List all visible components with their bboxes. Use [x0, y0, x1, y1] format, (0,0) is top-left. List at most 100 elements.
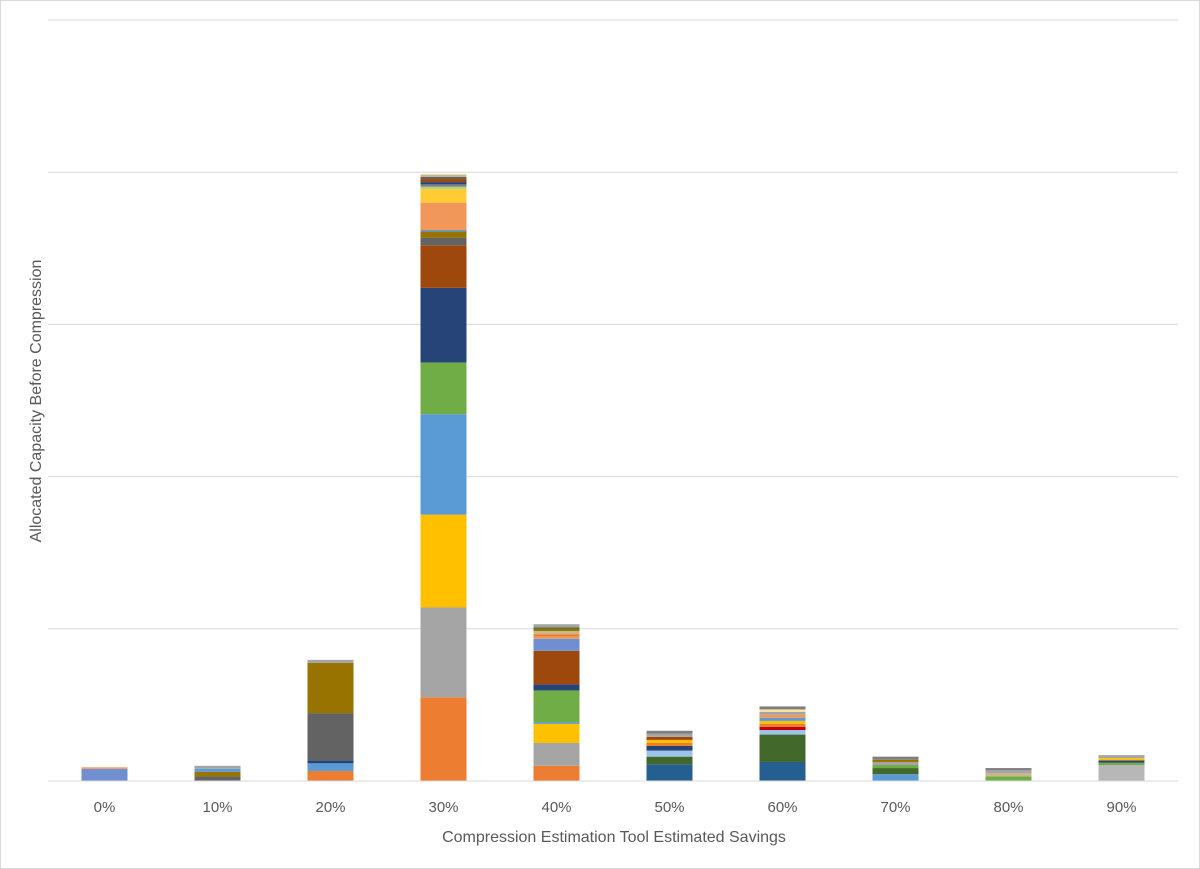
x-tick-label: 80% — [993, 799, 1023, 816]
bar-segment — [985, 768, 1032, 771]
bar-segment — [420, 514, 467, 608]
bar-stack-20pct — [307, 659, 354, 781]
x-tick-label: 0% — [94, 799, 116, 816]
bar-segment — [646, 756, 693, 765]
bar-stack-40pct — [533, 624, 580, 781]
bar-segment — [307, 763, 354, 771]
bar-segment — [1098, 758, 1145, 761]
bar-segment — [194, 765, 241, 769]
bar-stack-90pct — [1098, 755, 1145, 781]
gridlines — [48, 19, 1178, 630]
bar-segment — [533, 636, 580, 639]
bar-segment — [420, 607, 467, 698]
bar-segment — [81, 768, 128, 781]
bar-segment — [646, 736, 693, 740]
bar-segment — [420, 414, 467, 515]
bar-segment — [420, 179, 467, 183]
bar-segment — [420, 176, 467, 180]
x-tick-label: 50% — [654, 799, 684, 816]
bar-segment — [646, 764, 693, 781]
bar-segment — [646, 733, 693, 737]
bar-stack-60pct — [759, 706, 806, 781]
bar-segment — [533, 638, 580, 651]
bar-segment — [759, 720, 806, 724]
bar-segment — [872, 761, 919, 766]
x-tick-label: 70% — [880, 799, 910, 816]
bar-segment — [194, 771, 241, 777]
bar-segment — [533, 628, 580, 632]
bar-segment — [759, 726, 806, 731]
bar-segment — [646, 739, 693, 743]
bar-stack-50pct — [646, 730, 693, 781]
bar-segment — [533, 742, 580, 766]
bar-segment — [1098, 765, 1145, 781]
bar-segment — [759, 723, 806, 727]
bar-segment — [420, 287, 467, 363]
bar-segment — [533, 650, 580, 685]
bar-segment — [194, 776, 241, 781]
bar-segment — [646, 750, 693, 757]
bar-segment — [985, 776, 1032, 781]
bar-stack-70pct — [872, 756, 919, 781]
bar-segment — [533, 722, 580, 724]
bar-segment — [420, 188, 467, 203]
bar-segment — [307, 770, 354, 781]
bar-stack-80pct — [985, 768, 1032, 781]
bar-stack-10pct — [194, 765, 241, 781]
bar-segment — [307, 659, 354, 663]
bar-segment — [759, 709, 806, 712]
bar-segment — [533, 631, 580, 635]
bar-segment — [420, 231, 467, 238]
bar-segment — [533, 723, 580, 743]
x-tick-label: 30% — [428, 799, 458, 816]
bar-segment — [420, 174, 467, 177]
bar-segment — [759, 706, 806, 710]
bar-segment — [420, 184, 467, 187]
bar-segment — [759, 730, 806, 735]
bar-segment — [759, 714, 806, 718]
bar-segment — [533, 765, 580, 781]
bar-segment — [307, 760, 354, 764]
bar-segment — [533, 634, 580, 637]
bar-segment — [1098, 755, 1145, 759]
bar-segment — [646, 745, 693, 751]
bar-segment — [759, 717, 806, 721]
bar-segment — [420, 186, 467, 189]
bar-segment — [420, 230, 467, 232]
bar-segment — [985, 770, 1032, 774]
bar-stack-30pct — [420, 174, 467, 781]
bar-segment — [872, 756, 919, 760]
x-tick-label: 60% — [767, 799, 797, 816]
x-tick-label: 40% — [541, 799, 571, 816]
bar-segment — [420, 202, 467, 231]
x-tick-label: 20% — [315, 799, 345, 816]
bar-segment — [872, 774, 919, 781]
x-axis-title: Compression Estimation Tool Estimated Sa… — [442, 829, 786, 846]
bar-segment — [533, 684, 580, 691]
x-tick-labels: 0% 10% 20% 30% 40% 50% 60% 70% 80% 90% — [94, 799, 1137, 816]
x-tick-label: 10% — [202, 799, 232, 816]
bar-segment — [985, 773, 1032, 777]
bar-segment — [307, 662, 354, 714]
bar-segment — [420, 237, 467, 246]
x-tick-label: 90% — [1106, 799, 1136, 816]
bars — [81, 174, 1145, 781]
y-axis-title: Allocated Capacity Before Compression — [28, 260, 45, 543]
bar-segment — [646, 742, 693, 746]
bar-stack-0pct — [81, 767, 128, 781]
bar-segment — [872, 768, 919, 775]
bar-segment — [533, 690, 580, 723]
bar-segment — [420, 245, 467, 288]
bar-segment — [759, 734, 806, 762]
bar-segment — [307, 713, 354, 761]
bar-segment — [533, 624, 580, 628]
bar-segment — [759, 761, 806, 781]
bar-segment — [194, 768, 241, 772]
bar-segment — [646, 730, 693, 734]
bar-segment — [533, 627, 580, 629]
bar-segment — [1098, 762, 1145, 766]
bar-segment — [1098, 760, 1145, 763]
bar-segment — [420, 182, 467, 185]
bar-segment — [420, 697, 467, 781]
